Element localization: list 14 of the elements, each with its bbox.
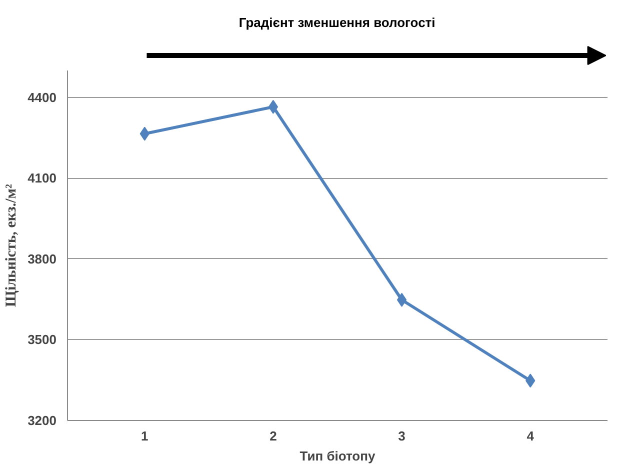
x-tick-label: 3	[398, 428, 406, 444]
point	[396, 292, 407, 307]
x-tick-label: 4	[526, 428, 535, 444]
y-tick-label: 4400	[28, 90, 56, 105]
x-axis-title: Тип біотопу	[300, 448, 376, 464]
y-tick-label: 3500	[28, 332, 56, 348]
y-tick-label: 4100	[28, 170, 56, 186]
x-tick-label: 1	[141, 428, 148, 444]
chart-title: Градієнт зменшення вологості	[238, 15, 436, 30]
y-axis-title: Щільність, екз./м²	[4, 183, 20, 308]
x-tick-label: 2	[270, 428, 277, 444]
y-tick-label: 3200	[28, 413, 56, 428]
point	[268, 100, 278, 114]
y-tick-label: 3800	[28, 251, 56, 266]
